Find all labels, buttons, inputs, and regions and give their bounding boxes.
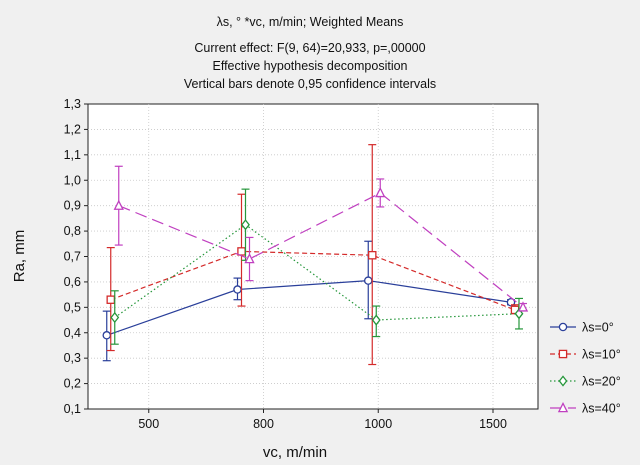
y-tick-label: 1,3 bbox=[64, 97, 81, 111]
legend-label: λs=40° bbox=[582, 402, 621, 416]
grid-layer bbox=[88, 104, 538, 409]
legend-item: λs=20° bbox=[550, 375, 621, 389]
data-point bbox=[244, 252, 255, 264]
data-point bbox=[233, 285, 242, 294]
legend-label: λs=10° bbox=[582, 348, 621, 362]
chart-title-line-4: Vertical bars denote 0,95 confidence int… bbox=[184, 77, 436, 91]
series-line bbox=[110, 250, 516, 311]
series-triangle bbox=[113, 165, 529, 312]
data-point bbox=[371, 314, 381, 326]
series-diamond bbox=[110, 188, 524, 345]
data-point bbox=[517, 301, 529, 312]
legend-marker bbox=[558, 375, 568, 387]
legend-marker bbox=[558, 322, 568, 332]
chart-title-line-2: Current effect: F(9, 64)=20,933, p=,0000… bbox=[194, 41, 425, 55]
series-square bbox=[106, 144, 520, 366]
y-tick-label: 0,3 bbox=[64, 351, 81, 365]
y-tick-label: 0,8 bbox=[64, 224, 81, 238]
y-tick-label: 1,1 bbox=[64, 148, 81, 162]
x-axis-label: vc, m/min bbox=[263, 444, 327, 461]
x-tick-label: 800 bbox=[253, 417, 274, 431]
series-line bbox=[106, 279, 512, 336]
y-tick-label: 0,5 bbox=[64, 300, 81, 314]
series-line bbox=[114, 223, 520, 321]
data-point bbox=[106, 295, 116, 304]
data-point bbox=[375, 186, 386, 198]
y-axis-label: Ra, mm bbox=[11, 230, 28, 283]
y-tick-label: 1,0 bbox=[64, 173, 81, 187]
x-tick-label: 1000 bbox=[364, 417, 392, 431]
data-point bbox=[237, 247, 246, 256]
chart-title-line-3: Effective hypothesis decomposition bbox=[212, 59, 407, 73]
legend-marker bbox=[558, 349, 568, 359]
y-tick-label: 0,7 bbox=[64, 250, 81, 264]
legend-label: λs=0° bbox=[582, 321, 614, 335]
data-point bbox=[102, 331, 112, 340]
legend-label: λs=20° bbox=[582, 375, 621, 389]
legend-item: λs=40° bbox=[550, 402, 621, 416]
y-tick-label: 0,2 bbox=[64, 377, 81, 391]
data-point bbox=[367, 250, 377, 260]
legend: λs=0° λs=10° λs=20° λs=40° bbox=[550, 321, 621, 416]
data-point bbox=[241, 219, 250, 231]
data-point bbox=[110, 311, 120, 324]
series-circle bbox=[102, 240, 516, 362]
chart-title-line-1: λs, ° *vc, m/min; Weighted Means bbox=[217, 15, 404, 29]
legend-item: λs=10° bbox=[550, 348, 621, 362]
y-tick-label: 1,2 bbox=[64, 122, 81, 136]
x-tick-label: 500 bbox=[138, 417, 159, 431]
legend-item: λs=0° bbox=[550, 321, 614, 335]
y-tick-label: 0,9 bbox=[64, 199, 81, 213]
y-tick-label: 0,4 bbox=[64, 326, 81, 340]
data-point bbox=[113, 199, 124, 210]
series-line bbox=[118, 192, 524, 308]
y-tick-label: 0,1 bbox=[64, 402, 81, 416]
y-tick-label: 0,6 bbox=[64, 275, 81, 289]
series-layer bbox=[102, 144, 529, 366]
x-tick-label: 1500 bbox=[479, 417, 507, 431]
legend-marker bbox=[557, 401, 569, 413]
ticks-layer: 0,1 0,2 0,3 0,4 0,5 0,6 0,7 0,8 0,9 1,0 1,1 1,2 1,3 5… bbox=[64, 97, 507, 431]
data-point bbox=[363, 276, 373, 285]
